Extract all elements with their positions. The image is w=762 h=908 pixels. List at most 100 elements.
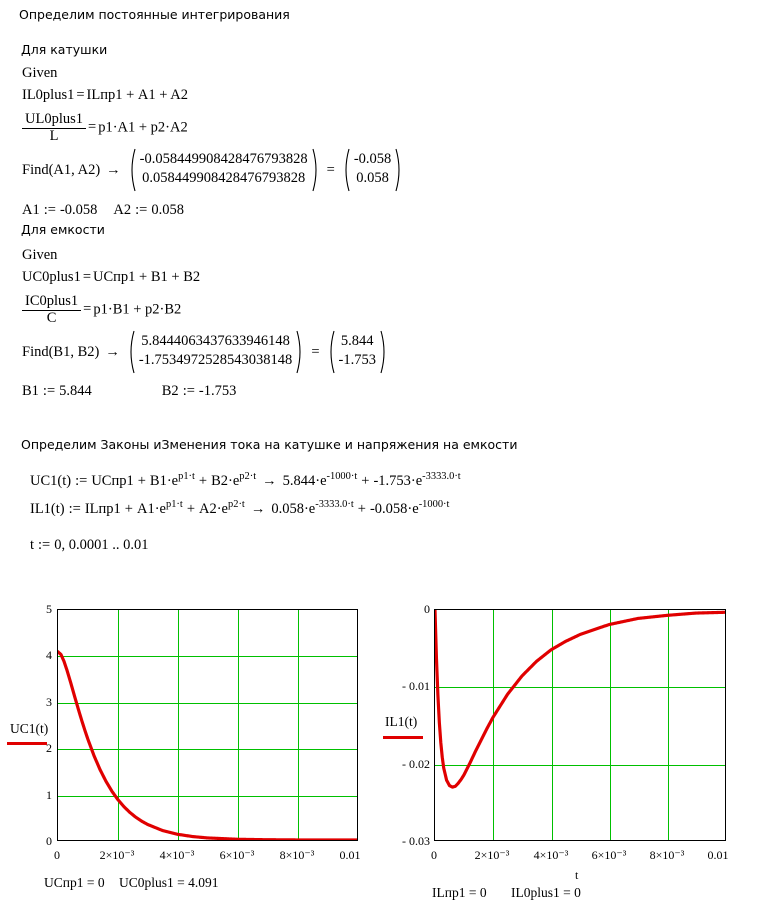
- cap-eq2-numerator: IC0plus1: [25, 293, 79, 309]
- law-il-term2-coef: A2·e: [199, 501, 228, 517]
- cap-eq1-equals: =: [82, 269, 92, 285]
- heading-for-coil: Для катушки: [21, 42, 108, 57]
- law-il-result-plus: +: [357, 501, 366, 517]
- law-uc-plus-1: +: [137, 473, 146, 489]
- coil-find-expression: Find(A1, A2) → -0.058449908428476793828 …: [22, 148, 404, 192]
- il1-plot-frame: [434, 609, 726, 841]
- il1-note-initial: IL0plus1 = 0: [511, 885, 581, 900]
- coil-eq2-denominator: L: [22, 127, 86, 145]
- uc1-xtick-1: 2×10⁻³: [99, 848, 135, 862]
- uc1-ytick-0: 0: [46, 834, 52, 848]
- law-il-result2-exponent: -1000·t: [418, 499, 450, 511]
- cap-matrix-equals: =: [311, 343, 320, 360]
- law-il-lhs: IL1(t): [30, 501, 65, 517]
- il1-xtick-3: 6×10⁻³: [591, 848, 627, 862]
- uc1-note-steady: UCпр1 = 0: [44, 875, 105, 890]
- coil-matrix-rounded-row-1: -0.058: [353, 151, 392, 167]
- law-il-term1-exponent: p1·t: [165, 499, 183, 511]
- law-uc-result1-exponent: -1000·t: [326, 471, 358, 483]
- cap-matrix-exact: 5.8444063437633946148 -1.753497252854303…: [135, 330, 296, 374]
- range-operator: :=: [38, 537, 51, 553]
- il1-xtick-1: 2×10⁻³: [474, 848, 510, 862]
- law-uc-term2-coef: B2·e: [211, 473, 240, 489]
- law-uc-result2-exponent: -3333.0·t: [422, 471, 461, 483]
- uc1-gridline-v-3: [238, 610, 239, 840]
- right-paren-exact: [312, 148, 321, 192]
- capacitor-find-expression: Find(B1, B2) → 5.8444063437633946148 -1.…: [22, 330, 389, 374]
- il1-legend-label: IL1(t): [385, 714, 418, 729]
- assign-a1-operator: :=: [43, 202, 56, 218]
- range-var: t: [30, 537, 35, 553]
- uc1-curve: [58, 650, 357, 840]
- il1-ytick-2: - 0.02: [402, 757, 430, 771]
- cap-matrix-rounded: 5.844 -1.753: [335, 330, 380, 374]
- coil-find-arrow: →: [106, 161, 121, 178]
- cap-matrix-rounded-row-2: -1.753: [338, 351, 376, 368]
- assign-a1-value: -0.058: [59, 202, 98, 218]
- uc1-plot-frame: [57, 609, 358, 841]
- assign-a1-name: A1: [22, 202, 40, 218]
- cap-eq1-lhs: UC0plus1: [22, 269, 81, 285]
- uc1-gridline-v-1: [118, 610, 119, 840]
- coil-matrix-exact: -0.058449908428476793828 0.0584499084284…: [136, 148, 312, 192]
- uc1-xtick-5: 0.01: [339, 848, 361, 862]
- coil-eq2-numerator: UL0plus1: [25, 111, 83, 127]
- law-uc-plus-2: +: [198, 473, 208, 489]
- law-il-expression: IL1(t):= ILпр1 + A1·ep1·t + A2·ep2·t → 0.058·e-…: [30, 499, 450, 517]
- cap-find-call: Find(B1, B2): [22, 343, 100, 360]
- law-il-term1-coef: A1·e: [136, 501, 166, 517]
- law-uc-lhs: UC1(t): [30, 473, 72, 489]
- uc1-ytick-3: 3: [46, 695, 52, 709]
- il1-xtick-4: 8×10⁻³: [649, 848, 685, 862]
- uc1-xtick-4: 8×10⁻³: [279, 848, 315, 862]
- il1-gridline-v-2: [552, 610, 553, 840]
- il1-note-steady: ILпр1 = 0: [432, 885, 487, 900]
- coil-eq2-rhs: p1·A1 + p2·A2: [98, 119, 188, 136]
- assign-b1-operator: :=: [42, 383, 56, 399]
- il1-legend-swatch: [383, 736, 423, 739]
- assign-a2-value: 0.058: [151, 202, 184, 218]
- coil-assignments: A1:= -0.058 A2:= 0.058: [22, 203, 184, 218]
- range-variable-definition: t:= 0, 0.0001 .. 0.01: [30, 538, 149, 553]
- il1-gridline-h-1: [435, 687, 725, 688]
- capacitor-assignments: B1:= 5.844 B2:= -1.753: [22, 384, 236, 399]
- law-il-result2-coef: -0.058·e: [369, 501, 419, 517]
- il1-ytick-1: - 0.01: [402, 679, 430, 693]
- uc1-ytick-2: 2: [46, 741, 52, 755]
- law-uc-term1-coef: B1·e: [149, 473, 179, 489]
- range-value: 0, 0.0001 .. 0.01: [54, 537, 149, 553]
- cap-eq2-fraction: IC0plus1 C: [22, 293, 82, 326]
- uc1-gridline-h-4: [58, 796, 357, 797]
- uc1-gridline-v-2: [178, 610, 179, 840]
- coil-eq1-lhs: IL0plus1: [22, 87, 75, 103]
- il1-xaxis-label: t: [575, 868, 579, 882]
- uc1-ytick-1: 1: [46, 788, 52, 802]
- cap-right-paren-exact: [296, 330, 305, 374]
- right-paren-rounded: [395, 148, 404, 192]
- coil-matrix-rounded-row-2: 0.058: [356, 169, 389, 186]
- uc1-xtick-3: 6×10⁻³: [219, 848, 255, 862]
- uc1-gridline-h-1: [58, 656, 357, 657]
- law-uc-arrow: →: [262, 473, 277, 489]
- il1-xtick-0: 0: [431, 848, 437, 862]
- uc1-legend-label: UC1(t): [10, 721, 49, 736]
- il1-gridline-v-4: [668, 610, 669, 840]
- assign-a2-name: A2: [113, 202, 132, 218]
- uc1-plot-region[interactable]: 5 4 3 2 1 0 0 2×10⁻³ 4×10⁻³ 6×10⁻³ 8×10⁻…: [0, 600, 380, 900]
- il1-plot-region[interactable]: 0 - 0.01 - 0.02 - 0.03 0 2×10⁻³ 4×10⁻³ 6…: [376, 600, 762, 908]
- coil-equation-2: UL0plus1 L = p1·A1 + p2·A2: [22, 111, 188, 145]
- assign-b1-name: B1: [22, 383, 39, 399]
- cap-find-arrow: →: [105, 343, 120, 360]
- uc1-ytick-5: 5: [46, 602, 52, 616]
- assign-a2-operator: :=: [135, 202, 148, 218]
- law-il-term2-exponent: p2·t: [228, 499, 245, 511]
- law-il-result1-exponent: -3333.0·t: [315, 499, 354, 511]
- coil-matrix-rounded: -0.058 0.058: [350, 148, 395, 192]
- law-il-arrow: →: [250, 501, 266, 517]
- assign-b2-operator: :=: [182, 383, 195, 399]
- left-paren-rounded: [341, 148, 350, 192]
- coil-matrix-equals: =: [326, 161, 335, 178]
- assign-b2-name: B2: [161, 383, 179, 399]
- law-uc-operator: :=: [75, 473, 88, 489]
- coil-eq1-rhs: ILпр1 + A1 + A2: [86, 87, 188, 103]
